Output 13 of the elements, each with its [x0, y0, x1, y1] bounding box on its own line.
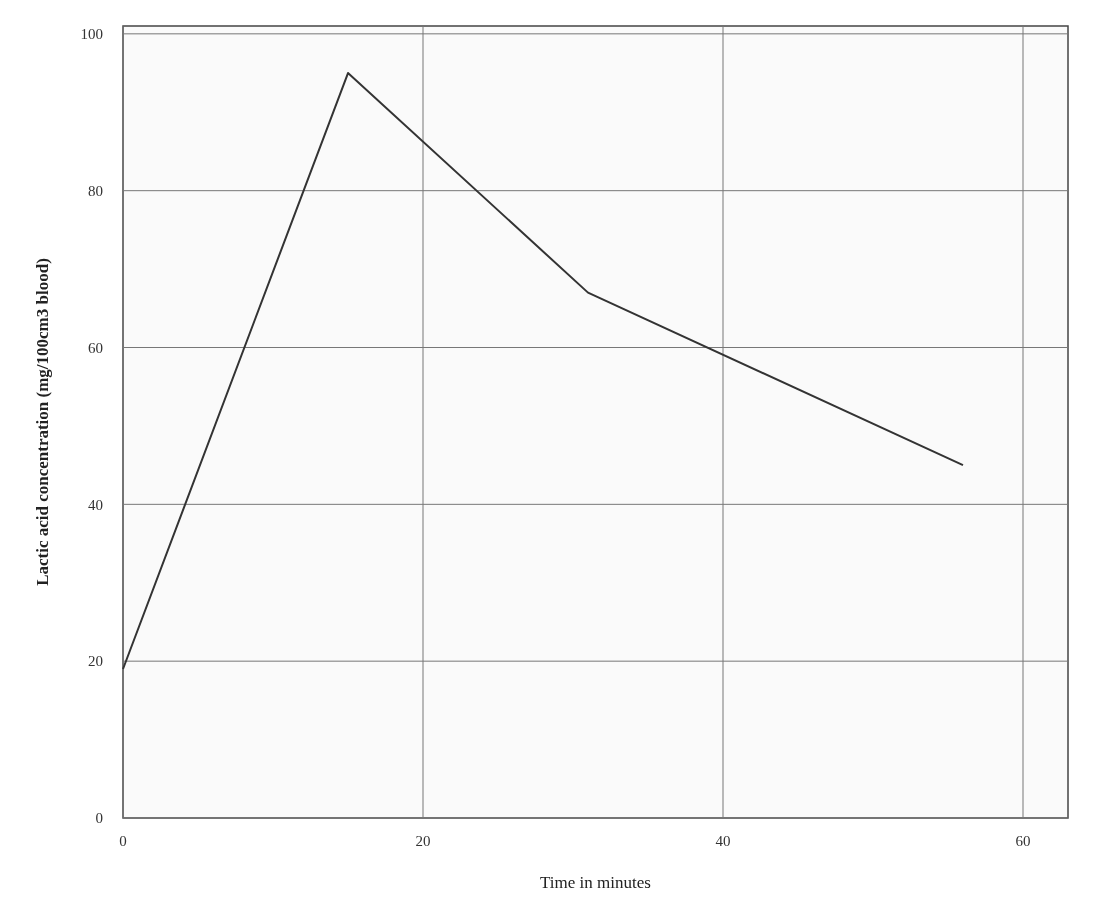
y-tick-label: 60 — [88, 339, 103, 356]
x-tick-label: 40 — [715, 833, 731, 849]
y-tick-label: 20 — [88, 653, 103, 670]
x-tick-label: 0 — [119, 833, 127, 849]
y-tick-label: 100 — [80, 26, 103, 43]
line-series — [122, 72, 964, 671]
x-axis-title: Time in minutes — [540, 873, 651, 892]
x-tick-label: 60 — [1015, 833, 1031, 849]
x-tick-label: 20 — [415, 833, 431, 849]
y-axis-title: Lactic acid concentration (mg/100cm3 blood) — [33, 258, 52, 586]
y-tick-label: 0 — [95, 810, 103, 827]
y-tick-label: 40 — [88, 496, 103, 513]
y-tick-label: 80 — [88, 182, 103, 199]
